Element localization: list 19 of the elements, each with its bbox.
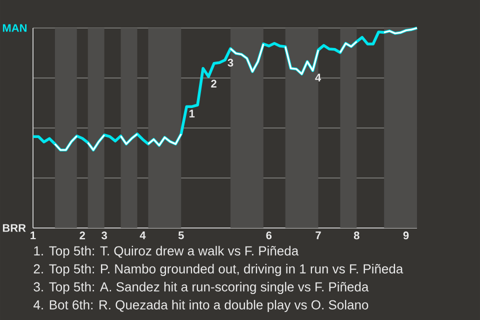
x-tick-label: 5 <box>178 232 184 240</box>
x-tick-label: 7 <box>316 232 321 240</box>
x-tick-label: 6 <box>266 232 272 240</box>
text: 2. Top 5th: P. Nambo grounded out, driving in 1 run vs F. Piñeda <box>34 264 404 276</box>
annotation: 4 <box>315 74 322 82</box>
x-tick-label: 4 <box>140 232 146 240</box>
x-tick-label: 1 <box>30 232 36 240</box>
annotation: 1 <box>189 110 195 118</box>
x-tick-label: 8 <box>354 232 360 240</box>
annotation: 2 <box>211 80 216 88</box>
x-tick-label: 2 <box>80 232 85 240</box>
text: MAN <box>2 24 27 32</box>
x-tick-label: 3 <box>102 232 107 240</box>
text: BRR <box>2 224 26 232</box>
x-tick-label: 9 <box>403 232 409 240</box>
text: 1. Top 5th: T. Quiroz drew a walk vs F. Piñeda <box>34 246 299 258</box>
annotation: 3 <box>228 58 234 67</box>
text: 3. Top 5th: A. Sandez hit a run-scoring single vs F. Piñeda <box>34 282 369 294</box>
text: 4. Bot 6th: R. Quezada hit into a double play vs O. Solano <box>34 300 368 312</box>
